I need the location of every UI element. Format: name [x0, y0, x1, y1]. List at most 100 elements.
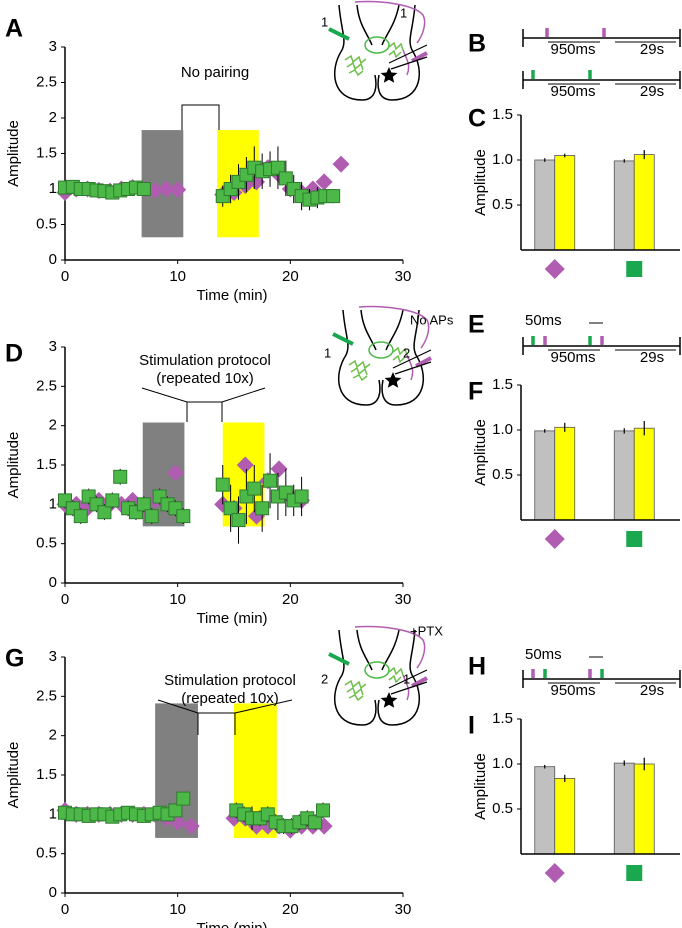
- data-point: [255, 501, 270, 516]
- y-tick-label: 3: [49, 648, 57, 665]
- schematic-note: No APs: [410, 312, 454, 327]
- y-tick-label: 1: [49, 180, 57, 197]
- y-tick-label: 0.5: [36, 845, 57, 862]
- y-tick-label: 2: [49, 417, 57, 434]
- panel-label: G: [5, 645, 24, 673]
- data-point: [166, 464, 184, 482]
- y-tick-label: 1.5: [36, 144, 57, 161]
- x-axis-label: Time (min): [196, 287, 267, 304]
- interval-label: 950ms: [550, 682, 595, 699]
- y-tick-label: 0.5: [36, 535, 57, 552]
- y-tick-label: 1.5: [492, 106, 513, 123]
- neuron-schematic: [329, 2, 427, 100]
- y-tick-label: 1.5: [36, 456, 57, 473]
- data-point: [169, 181, 187, 199]
- bar: [613, 430, 635, 521]
- annotation: (repeated 10x): [181, 690, 279, 707]
- data-point: [263, 473, 278, 488]
- y-tick-label: 1.5: [492, 710, 513, 727]
- data-point: [247, 481, 262, 496]
- x-tick-label: 0: [61, 901, 69, 918]
- category-marker: [626, 865, 643, 881]
- y-axis-label: Amplitude: [472, 149, 489, 216]
- data-point: [144, 509, 159, 524]
- data-point: [316, 803, 331, 818]
- y-axis-label: Amplitude: [5, 432, 22, 499]
- data-point: [270, 460, 288, 478]
- panel-label: B: [468, 30, 486, 58]
- annotation: No pairing: [181, 64, 249, 81]
- panel-label: H: [468, 653, 486, 681]
- x-tick-label: 10: [169, 591, 186, 608]
- electrode-label: 2: [403, 345, 410, 360]
- bar: [633, 427, 655, 521]
- y-tick-label: 2: [49, 109, 57, 126]
- schematic-d: 1 2 No APs: [324, 307, 454, 405]
- interval-label: 950ms: [550, 349, 595, 366]
- x-tick-label: 10: [169, 901, 186, 918]
- period-label: 29s: [640, 83, 664, 100]
- period-label: 29s: [640, 682, 664, 699]
- x-tick-label: 20: [282, 268, 299, 285]
- bar: [613, 160, 635, 251]
- y-tick-label: 1.0: [492, 421, 513, 438]
- data-point: [182, 817, 200, 835]
- x-tick-label: 30: [395, 268, 412, 285]
- data-point: [73, 509, 88, 524]
- category-marker: [544, 259, 565, 279]
- y-axis-label: Amplitude: [472, 419, 489, 486]
- bar: [534, 766, 556, 855]
- panel-label: E: [468, 311, 485, 339]
- x-tick-label: 30: [395, 901, 412, 918]
- x-tick-label: 30: [395, 591, 412, 608]
- y-tick-label: 0.5: [492, 196, 513, 213]
- y-tick-label: 0.5: [492, 466, 513, 483]
- period-label: 29s: [640, 41, 664, 58]
- y-tick-label: 1.5: [36, 766, 57, 783]
- panel-label: C: [468, 105, 486, 133]
- y-tick-label: 1.5: [492, 376, 513, 393]
- y-tick-label: 3: [49, 38, 57, 55]
- y-tick-label: 3: [49, 338, 57, 355]
- data-point: [231, 513, 246, 528]
- data-point: [176, 791, 191, 806]
- interval-label: 950ms: [550, 41, 595, 58]
- data-point: [278, 171, 293, 186]
- x-tick-label: 0: [61, 268, 69, 285]
- annotation: (repeated 10x): [156, 370, 254, 387]
- y-axis-label: Amplitude: [5, 120, 22, 187]
- y-tick-label: 2.5: [36, 687, 57, 704]
- y-tick-label: 1.0: [492, 151, 513, 168]
- data-point: [136, 497, 151, 512]
- y-tick-label: 2: [49, 727, 57, 744]
- y-tick-label: 1.0: [492, 755, 513, 772]
- electrode-label: 1: [400, 5, 407, 20]
- bar: [633, 763, 655, 855]
- interval-label: 950ms: [550, 83, 595, 100]
- data-point: [136, 182, 151, 196]
- category-marker: [626, 261, 643, 277]
- bracket: [141, 387, 266, 422]
- schematic-note: +PTX: [410, 623, 443, 638]
- bracket: [181, 104, 220, 130]
- bar: [534, 159, 556, 251]
- bar: [633, 154, 655, 251]
- y-axis-label: Amplitude: [472, 753, 489, 820]
- y-tick-label: 0: [49, 884, 57, 901]
- data-point: [326, 189, 341, 204]
- bracket: [157, 699, 293, 735]
- x-tick-label: 20: [282, 591, 299, 608]
- y-tick-label: 0: [49, 251, 57, 268]
- schematic-a: 1 1: [321, 2, 427, 100]
- y-tick-label: 0: [49, 574, 57, 591]
- data-point: [113, 469, 128, 484]
- bar: [554, 778, 576, 855]
- data-point: [176, 509, 191, 524]
- x-axis-label: Time (min): [196, 920, 267, 928]
- bar: [534, 430, 556, 521]
- y-tick-label: 2.5: [36, 377, 57, 394]
- y-tick-label: 1: [49, 495, 57, 512]
- gap-label: 50ms: [525, 646, 562, 663]
